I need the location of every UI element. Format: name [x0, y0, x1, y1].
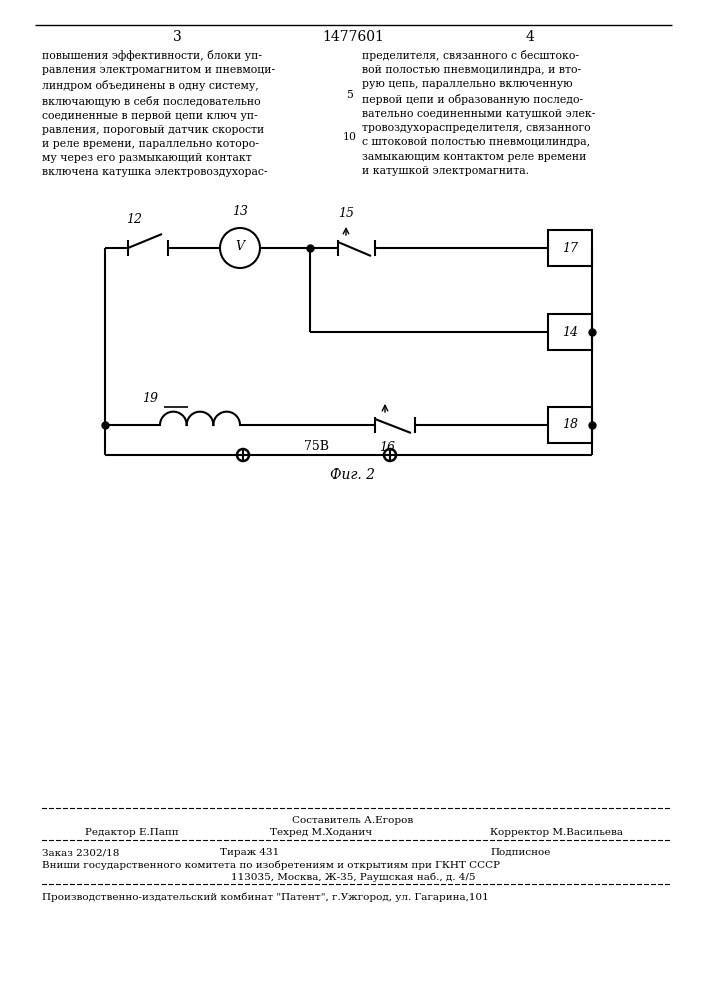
- Text: Заказ 2302/18: Заказ 2302/18: [42, 848, 119, 857]
- Circle shape: [220, 228, 260, 268]
- Text: 19: 19: [142, 392, 158, 405]
- Text: 1477601: 1477601: [322, 30, 384, 44]
- Circle shape: [237, 449, 249, 461]
- Text: 18: 18: [562, 418, 578, 432]
- Text: 17: 17: [562, 241, 578, 254]
- Text: 14: 14: [562, 326, 578, 338]
- Text: Корректор М.Васильева: Корректор М.Васильева: [490, 828, 623, 837]
- Text: 3: 3: [173, 30, 182, 44]
- Text: Редактор Е.Папп: Редактор Е.Папп: [85, 828, 179, 837]
- Text: 12: 12: [126, 213, 142, 226]
- Bar: [548, 230, 592, 266]
- Text: Техред М.Ходанич: Техред М.Ходанич: [270, 828, 372, 837]
- Text: 75В: 75В: [304, 440, 329, 453]
- Text: 13: 13: [232, 205, 248, 218]
- Text: V: V: [235, 240, 245, 253]
- Text: Вниши государственного комитета по изобретениям и открытиям при ГКНТ СССР: Вниши государственного комитета по изобр…: [42, 860, 500, 869]
- Circle shape: [384, 449, 396, 461]
- Text: повышения эффективности, блоки уп-
равления электромагнитом и пневмоци-
линдром : повышения эффективности, блоки уп- равле…: [42, 50, 275, 177]
- Text: Производственно-издательский комбинат "Патент", г.Ужгород, ул. Гагарина,101: Производственно-издательский комбинат "П…: [42, 892, 489, 902]
- Text: 113035, Москва, Ж-35, Раушская наб., д. 4/5: 113035, Москва, Ж-35, Раушская наб., д. …: [230, 872, 475, 882]
- Text: 10: 10: [343, 132, 357, 142]
- Text: 5: 5: [346, 90, 354, 100]
- Text: Подписное: Подписное: [490, 848, 550, 857]
- Text: пределителя, связанного с бесштоко-
вой полостью пневмоцилиндра, и вто-
рую цепь: пределителя, связанного с бесштоко- вой …: [362, 50, 595, 176]
- Text: Фиг. 2: Фиг. 2: [330, 468, 375, 482]
- Bar: [548, 407, 592, 443]
- Text: 15: 15: [338, 207, 354, 220]
- Text: 16: 16: [379, 441, 395, 454]
- Text: 4: 4: [525, 30, 534, 44]
- Text: Составитель А.Егоров: Составитель А.Егоров: [293, 816, 414, 825]
- Bar: [548, 314, 592, 350]
- Text: Тираж 431: Тираж 431: [220, 848, 279, 857]
